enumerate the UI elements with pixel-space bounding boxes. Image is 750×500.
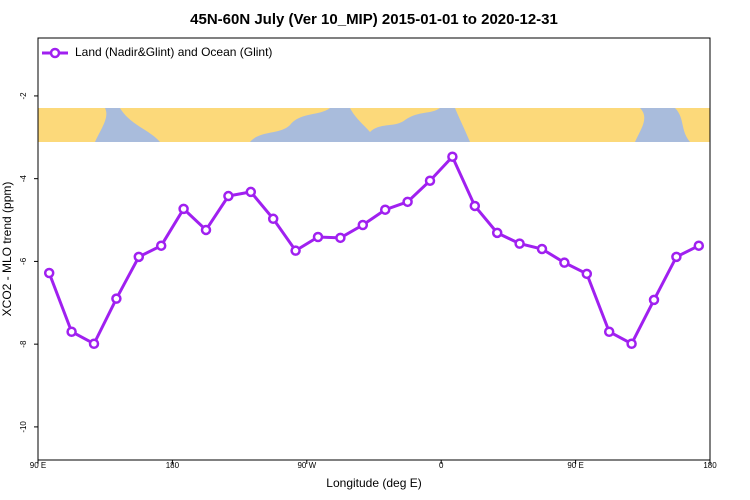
data-point [648,294,660,306]
data-point [379,204,391,215]
data-point [693,240,705,251]
data-point [491,227,503,239]
data-point [357,219,369,231]
chart-title: 45N-60N July (Ver 10_MIP) 2015-01-01 to … [190,11,558,28]
data-point [581,268,593,280]
x-tick-label: 90 E [567,461,583,470]
x-tick-label: 180 [703,461,717,470]
x-tick-label: 90 E [30,461,46,470]
legend-label: Land (Nadir&Glint) and Ocean (Glint) [75,45,272,59]
data-point [267,213,279,225]
data-point [155,240,167,251]
data-point [335,232,346,244]
y-tick-label: -2 [19,92,28,100]
data-point [178,203,189,215]
data-point [133,251,145,263]
y-tick-label: -10 [19,421,28,433]
x-axis-label: Longitude (deg E) [326,476,421,490]
series-line [47,154,700,346]
y-tick-label: -8 [19,340,28,348]
data-point [245,186,257,198]
data-point [88,338,100,349]
data-point [290,245,301,256]
data-point [223,190,234,202]
data-point [447,151,458,162]
x-tick-label: 180 [166,461,180,470]
data-point [536,243,548,255]
data-point [402,196,413,208]
legend-marker [49,47,61,59]
data-point [312,231,324,243]
x-tick-label: 90 W [297,461,316,470]
plot-frame [37,37,711,461]
x-tick-label: 0 [439,461,444,470]
data-point [200,224,212,236]
data-point [43,267,55,279]
map-strip [38,108,710,142]
data-point [424,175,436,186]
data-point [603,326,615,337]
data-point [469,200,481,212]
data-point [559,257,570,268]
data-point [514,238,525,249]
y-tick-label: -4 [19,175,28,183]
data-point [66,326,77,337]
data-point [671,251,682,263]
data-point [111,293,122,304]
data-point [626,338,637,349]
y-axis-label: XCO2 - MLO trend (ppm) [0,182,14,317]
y-tick-label: -6 [19,257,28,265]
